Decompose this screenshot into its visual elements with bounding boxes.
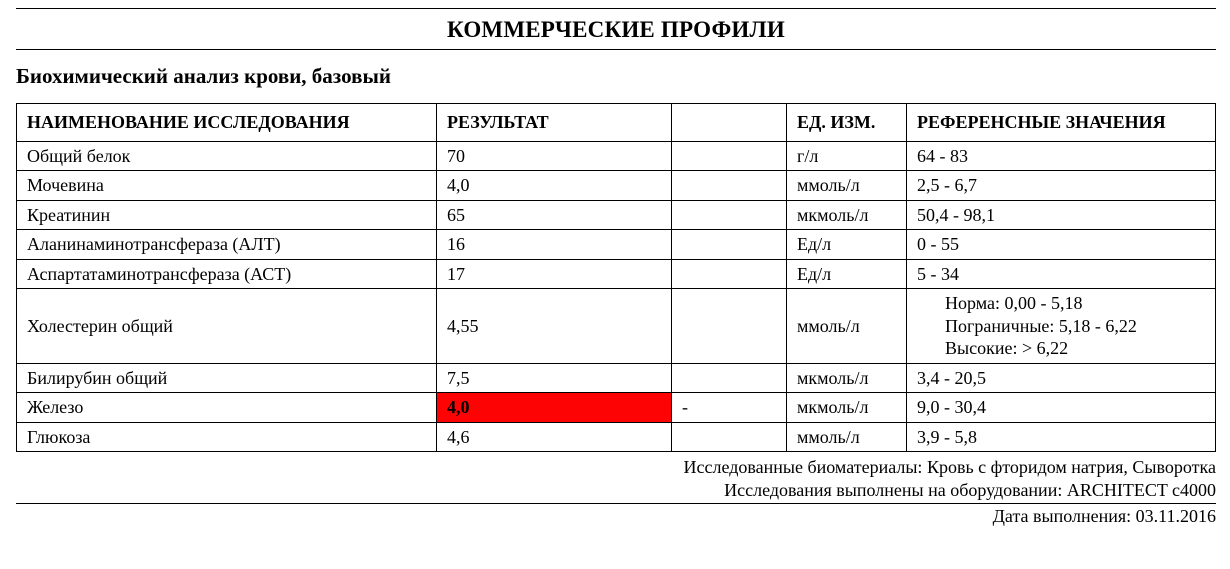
cell-ref: 3,4 - 20,5 <box>907 363 1216 393</box>
table-row: Холестерин общий4,55ммоль/лНорма: 0,00 -… <box>17 289 1216 364</box>
cell-ref: 9,0 - 30,4 <box>907 393 1216 423</box>
cell-unit: мкмоль/л <box>787 200 907 230</box>
cell-name: Глюкоза <box>17 422 437 452</box>
cell-result: 17 <box>437 259 672 289</box>
cell-unit: ммоль/л <box>787 171 907 201</box>
cell-result: 16 <box>437 230 672 260</box>
cell-result: 4,0 <box>437 171 672 201</box>
cell-flag <box>672 171 787 201</box>
cell-flag <box>672 259 787 289</box>
cell-flag <box>672 422 787 452</box>
cell-name: Холестерин общий <box>17 289 437 364</box>
cell-ref: 64 - 83 <box>907 141 1216 171</box>
page-title: КОММЕРЧЕСКИЕ ПРОФИЛИ <box>16 9 1216 49</box>
ref-line: Норма: 0,00 - 5,18 <box>945 292 1205 315</box>
table-header-row: НАИМЕНОВАНИЕ ИССЛЕДОВАНИЯ РЕЗУЛЬТАТ ЕД. … <box>17 104 1216 142</box>
ref-line: Высокие: > 6,22 <box>945 337 1205 360</box>
cell-result: 4,0 <box>437 393 672 423</box>
table-row: Общий белок70 г/л64 - 83 <box>17 141 1216 171</box>
cell-name: Железо <box>17 393 437 423</box>
cell-name: Мочевина <box>17 171 437 201</box>
cell-name: Креатинин <box>17 200 437 230</box>
footer-block: Исследованные биоматериалы: Кровь с фтор… <box>16 452 1216 503</box>
cell-name: Аспартатаминотрансфераза (АСТ) <box>17 259 437 289</box>
table-row: Аспартатаминотрансфераза (АСТ)17 Ед/л5 - … <box>17 259 1216 289</box>
cell-unit: г/л <box>787 141 907 171</box>
footer-equipment: Исследования выполнены на оборудовании: … <box>16 479 1216 502</box>
cell-unit: Ед/л <box>787 259 907 289</box>
cell-unit: ммоль/л <box>787 289 907 364</box>
cell-name: Общий белок <box>17 141 437 171</box>
cell-ref: 3,9 - 5,8 <box>907 422 1216 452</box>
cell-result: 4,55 <box>437 289 672 364</box>
cell-ref: 5 - 34 <box>907 259 1216 289</box>
cell-ref: Норма: 0,00 - 5,18Пограничные: 5,18 - 6,… <box>907 289 1216 364</box>
col-header-flag <box>672 104 787 142</box>
footer-biomaterials: Исследованные биоматериалы: Кровь с фтор… <box>16 456 1216 479</box>
cell-result: 70 <box>437 141 672 171</box>
table-row: Глюкоза4,6 ммоль/л3,9 - 5,8 <box>17 422 1216 452</box>
cell-unit: ммоль/л <box>787 422 907 452</box>
cell-result: 4,6 <box>437 422 672 452</box>
table-row: Железо4,0-мкмоль/л9,0 - 30,4 <box>17 393 1216 423</box>
cell-name: Билирубин общий <box>17 363 437 393</box>
col-header-ref: РЕФЕРЕНСНЫЕ ЗНАЧЕНИЯ <box>907 104 1216 142</box>
footer-date: Дата выполнения: 03.11.2016 <box>16 504 1216 527</box>
cell-unit: Ед/л <box>787 230 907 260</box>
col-header-name: НАИМЕНОВАНИЕ ИССЛЕДОВАНИЯ <box>17 104 437 142</box>
table-row: Билирубин общий7,5 мкмоль/л3,4 - 20,5 <box>17 363 1216 393</box>
table-row: Мочевина4,0 ммоль/л2,5 - 6,7 <box>17 171 1216 201</box>
cell-flag <box>672 230 787 260</box>
section-title: Биохимический анализ крови, базовый <box>16 50 1216 103</box>
table-body: Общий белок70г/л64 - 83Мочевина4,0ммоль/… <box>17 141 1216 452</box>
cell-result: 65 <box>437 200 672 230</box>
table-row: Аланинаминотрансфераза (АЛТ)16 Ед/л0 - 55 <box>17 230 1216 260</box>
cell-name: Аланинаминотрансфераза (АЛТ) <box>17 230 437 260</box>
cell-flag <box>672 200 787 230</box>
col-header-result: РЕЗУЛЬТАТ <box>437 104 672 142</box>
cell-unit: мкмоль/л <box>787 363 907 393</box>
cell-ref: 0 - 55 <box>907 230 1216 260</box>
cell-result: 7,5 <box>437 363 672 393</box>
results-table: НАИМЕНОВАНИЕ ИССЛЕДОВАНИЯ РЕЗУЛЬТАТ ЕД. … <box>16 103 1216 452</box>
cell-ref: 50,4 - 98,1 <box>907 200 1216 230</box>
ref-line: Пограничные: 5,18 - 6,22 <box>945 315 1205 338</box>
cell-unit: мкмоль/л <box>787 393 907 423</box>
cell-flag <box>672 141 787 171</box>
cell-flag: - <box>672 393 787 423</box>
col-header-unit: ЕД. ИЗМ. <box>787 104 907 142</box>
cell-flag <box>672 289 787 364</box>
cell-flag <box>672 363 787 393</box>
table-row: Креатинин65 мкмоль/л50,4 - 98,1 <box>17 200 1216 230</box>
cell-ref: 2,5 - 6,7 <box>907 171 1216 201</box>
